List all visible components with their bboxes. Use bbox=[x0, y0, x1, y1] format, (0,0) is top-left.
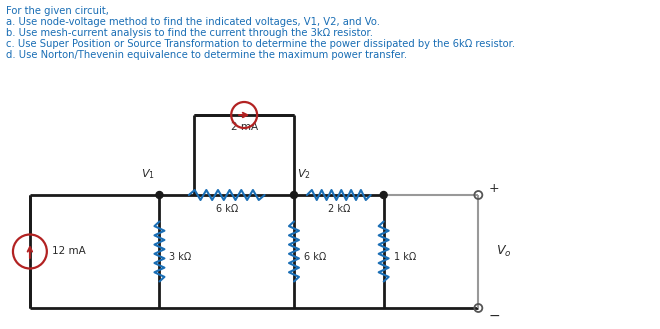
Text: $V_2$: $V_2$ bbox=[297, 167, 311, 181]
Circle shape bbox=[380, 191, 387, 198]
Circle shape bbox=[156, 191, 163, 198]
Text: c. Use Super Position or Source Transformation to determine the power dissipated: c. Use Super Position or Source Transfor… bbox=[6, 39, 515, 49]
Text: $V_1$: $V_1$ bbox=[141, 167, 154, 181]
Text: d. Use Norton/Thevenin equivalence to determine the maximum power transfer.: d. Use Norton/Thevenin equivalence to de… bbox=[6, 50, 407, 60]
Text: −: − bbox=[488, 309, 500, 323]
Text: $V_o$: $V_o$ bbox=[496, 244, 512, 259]
Text: 2 kΩ: 2 kΩ bbox=[327, 204, 350, 214]
Text: +: + bbox=[488, 183, 499, 195]
Text: 2 mA: 2 mA bbox=[230, 122, 257, 132]
Circle shape bbox=[290, 191, 298, 198]
Text: b. Use mesh-current analysis to find the current through the 3kΩ resistor.: b. Use mesh-current analysis to find the… bbox=[6, 28, 373, 38]
Text: 3 kΩ: 3 kΩ bbox=[170, 251, 191, 262]
Text: a. Use node-voltage method to find the indicated voltages, V1, V2, and Vo.: a. Use node-voltage method to find the i… bbox=[6, 17, 380, 27]
Text: 1 kΩ: 1 kΩ bbox=[393, 251, 416, 262]
Text: 6 kΩ: 6 kΩ bbox=[216, 204, 238, 214]
Text: For the given circuit,: For the given circuit, bbox=[6, 6, 109, 16]
Text: 6 kΩ: 6 kΩ bbox=[304, 251, 326, 262]
Text: 12 mA: 12 mA bbox=[52, 246, 86, 257]
